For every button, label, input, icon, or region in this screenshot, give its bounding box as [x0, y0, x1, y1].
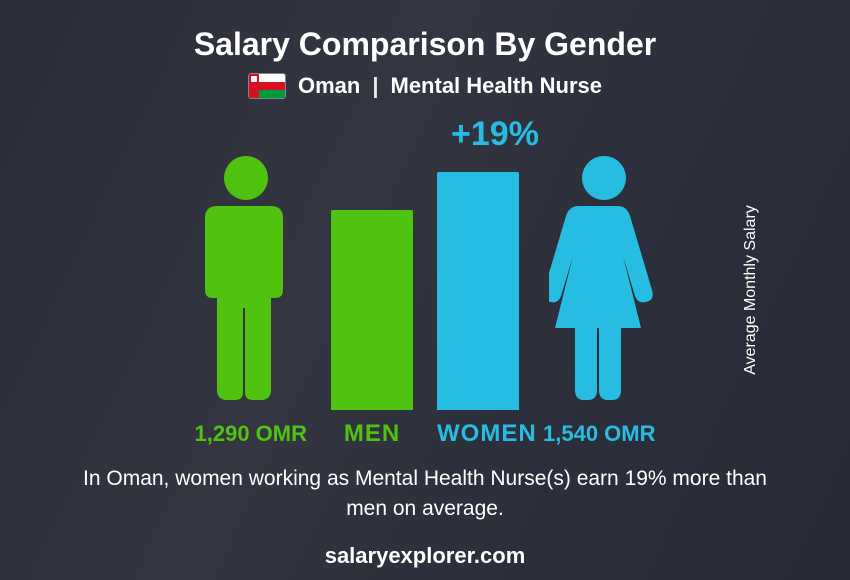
infographic-container: Salary Comparison By Gender Oman | Menta… — [0, 0, 850, 580]
percent-difference: +19% — [451, 115, 539, 154]
bars-group — [331, 172, 519, 410]
site-credit: salaryexplorer.com — [325, 543, 526, 569]
page-title: Salary Comparison By Gender — [194, 26, 656, 63]
separator: | — [372, 73, 378, 99]
labels-row: 1,290 OMR MEN WOMEN 1,540 OMR — [195, 420, 656, 448]
country-label: Oman — [298, 73, 360, 99]
role-label: Mental Health Nurse — [391, 73, 603, 99]
men-amount: 1,290 OMR — [195, 421, 308, 447]
bar-men — [331, 210, 413, 410]
female-icon — [549, 150, 659, 410]
women-icon-block — [549, 150, 659, 410]
chart-area — [191, 150, 659, 410]
women-label: WOMEN — [437, 420, 519, 448]
men-label: MEN — [331, 420, 413, 448]
subtitle-row: Oman | Mental Health Nurse — [248, 73, 602, 99]
yaxis-label: Average Monthly Salary — [742, 205, 760, 375]
women-amount: 1,540 OMR — [543, 421, 656, 447]
bar-women — [437, 172, 519, 410]
male-icon — [191, 150, 301, 410]
men-icon-block — [191, 150, 301, 410]
oman-flag-icon — [248, 73, 286, 99]
caption-text: In Oman, women working as Mental Health … — [65, 464, 785, 525]
